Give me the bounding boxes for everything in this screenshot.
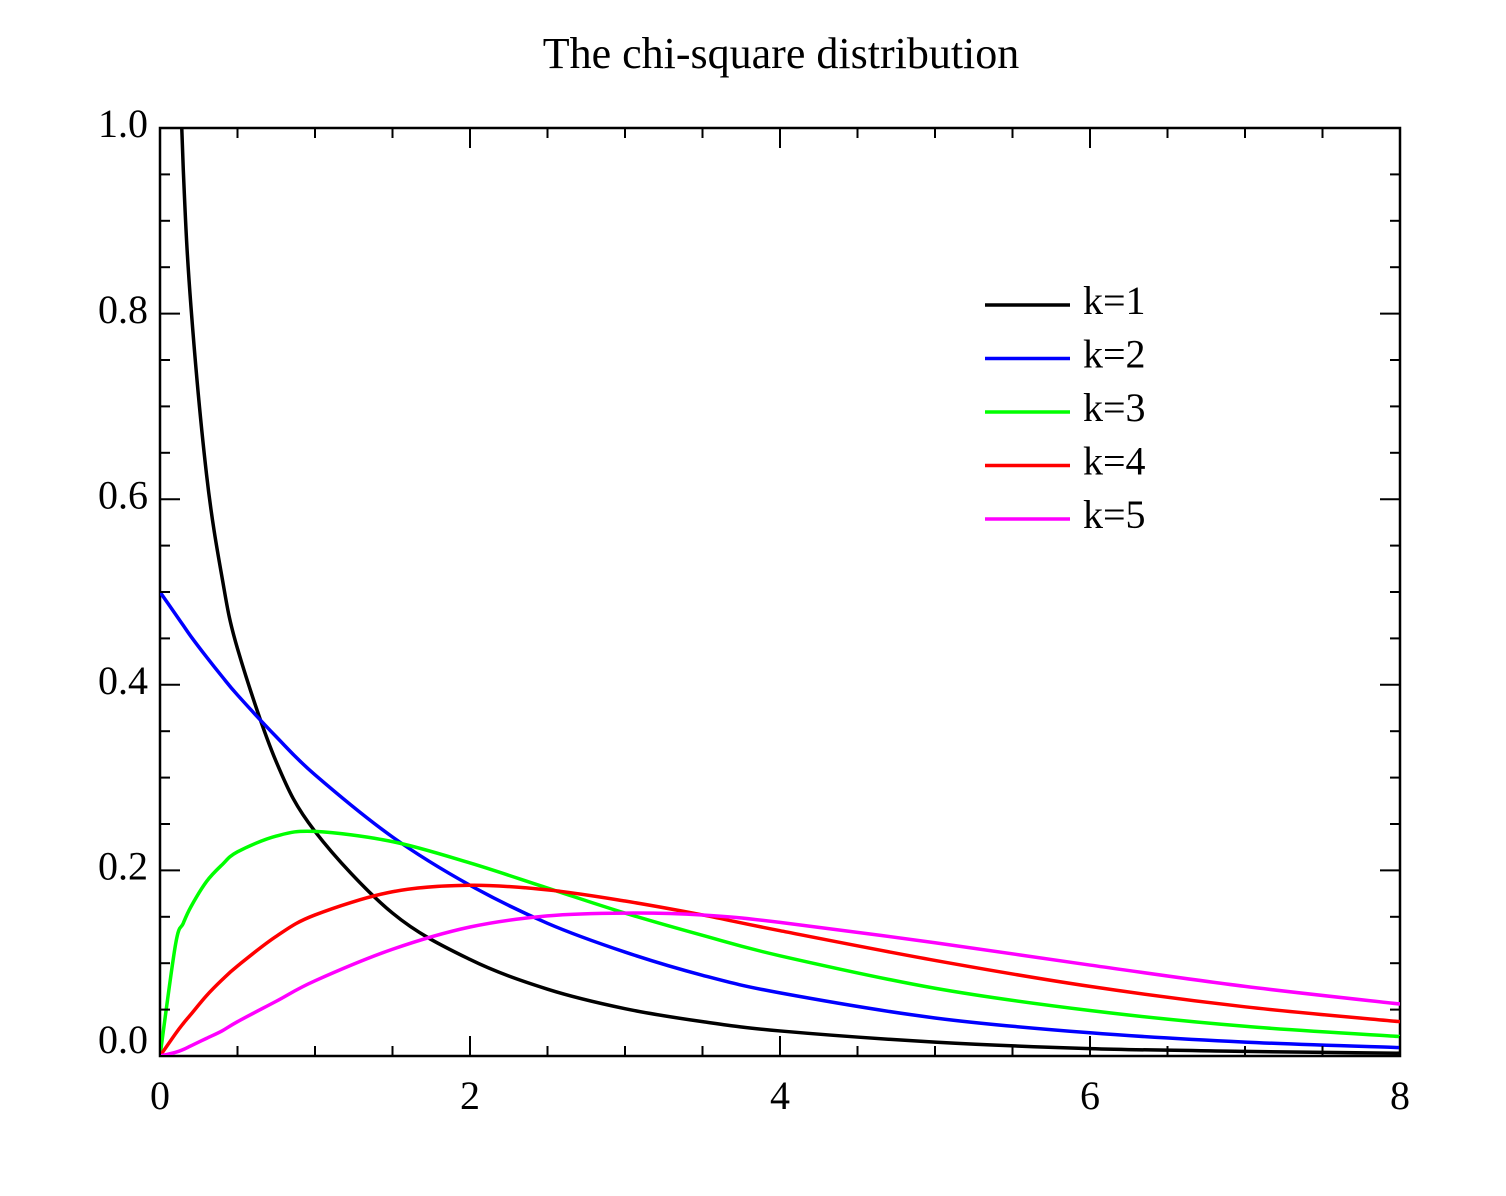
line-series [160, 911, 1400, 1056]
x-tick-label: 6 [1080, 1073, 1100, 1118]
legend-label: k=5 [1083, 492, 1146, 537]
legend-label: k=3 [1083, 385, 1146, 430]
y-tick-label: 1.0 [98, 101, 148, 146]
y-tick-label: 0.0 [98, 1017, 148, 1062]
plot-frame [158, 126, 1402, 1058]
x-tick-label: 0 [150, 1073, 170, 1118]
chart-title: The chi-square distribution [543, 29, 1020, 78]
line-series [160, 591, 1400, 1050]
line-series [179, 128, 1400, 1055]
line-series [160, 829, 1400, 1056]
y-tick-label: 0.6 [98, 472, 148, 517]
legend-label: k=2 [1083, 332, 1146, 377]
legend-label: k=4 [1083, 439, 1146, 484]
x-tick-label: 4 [770, 1073, 790, 1118]
y-tick-label: 0.8 [98, 287, 148, 332]
y-tick-label: 0.2 [98, 844, 148, 889]
line-series [160, 883, 1400, 1056]
y-tick-label: 0.4 [98, 658, 148, 703]
legend-label: k=1 [1083, 278, 1146, 323]
plot-area [160, 128, 1400, 1056]
x-tick-label: 8 [1390, 1073, 1410, 1118]
x-tick-label: 2 [460, 1073, 480, 1118]
